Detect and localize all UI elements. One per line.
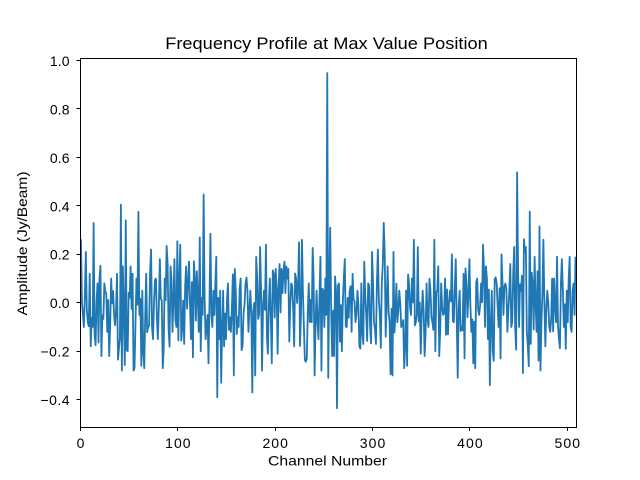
svg-text:0.8: 0.8 — [50, 101, 70, 117]
svg-text:200: 200 — [262, 435, 288, 451]
svg-text:0.4: 0.4 — [50, 198, 70, 214]
svg-text:400: 400 — [457, 435, 483, 451]
svg-text:0.0: 0.0 — [50, 295, 70, 311]
svg-text:Amplitude (Jy/Beam): Amplitude (Jy/Beam) — [14, 172, 30, 316]
svg-text:1.0: 1.0 — [50, 53, 70, 69]
svg-text:Channel Number: Channel Number — [268, 453, 387, 469]
svg-text:300: 300 — [360, 435, 386, 451]
svg-text:0.6: 0.6 — [50, 150, 70, 166]
svg-text:Frequency Profile at Max Value: Frequency Profile at Max Value Position — [165, 34, 488, 53]
svg-text:0.2: 0.2 — [50, 247, 70, 263]
svg-text:−0.4: −0.4 — [41, 392, 70, 408]
svg-text:0: 0 — [77, 435, 85, 451]
svg-text:500: 500 — [555, 435, 581, 451]
svg-text:−0.2: −0.2 — [41, 344, 70, 360]
svg-text:100: 100 — [165, 435, 191, 451]
